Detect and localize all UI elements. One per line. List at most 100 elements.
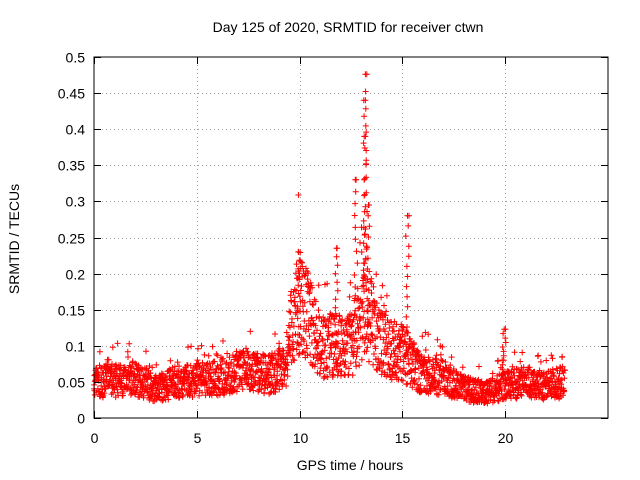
- data-point: [394, 359, 401, 366]
- data-point: [472, 384, 479, 391]
- data-point: [371, 310, 378, 317]
- data-point: [132, 360, 139, 367]
- data-point: [262, 381, 269, 388]
- data-point: [290, 345, 297, 352]
- data-point: [363, 189, 370, 196]
- data-point: [238, 381, 245, 388]
- data-point: [346, 317, 353, 324]
- data-point: [380, 359, 387, 366]
- data-point: [293, 346, 300, 353]
- data-point: [284, 366, 291, 373]
- data-point: [353, 337, 360, 344]
- data-point: [435, 391, 442, 398]
- data-point: [346, 365, 352, 372]
- data-point: [359, 304, 366, 311]
- data-point: [324, 336, 331, 343]
- data-point: [333, 330, 340, 337]
- data-point: [95, 371, 102, 378]
- data-point: [360, 140, 367, 147]
- data-point: [379, 282, 386, 289]
- data-point: [390, 337, 397, 344]
- data-point: [116, 365, 123, 372]
- y-axis-label: SRMTID / TECUs: [6, 184, 22, 294]
- data-point: [507, 375, 514, 382]
- data-point: [353, 363, 360, 370]
- data-point: [174, 359, 181, 366]
- data-point: [329, 374, 336, 380]
- data-point: [378, 310, 385, 316]
- data-point: [367, 323, 374, 329]
- data-point: [416, 375, 422, 382]
- data-point: [277, 364, 283, 371]
- data-point: [353, 353, 360, 360]
- data-point: [358, 300, 365, 306]
- data-point: [265, 378, 272, 385]
- data-point: [411, 341, 418, 348]
- data-point: [434, 336, 441, 343]
- data-point: [108, 391, 115, 398]
- data-point: [312, 298, 319, 305]
- data-point: [403, 341, 410, 348]
- data-point: [222, 360, 229, 367]
- data-point: [219, 380, 226, 387]
- y-tick-label: 0.4: [66, 122, 86, 138]
- data-point: [403, 313, 410, 320]
- data-point: [508, 395, 514, 402]
- data-point: [360, 314, 367, 321]
- y-tick-label: 0.5: [66, 50, 86, 66]
- data-point: [279, 381, 286, 388]
- data-point: [192, 388, 199, 395]
- x-tick-label: 15: [395, 430, 411, 446]
- data-point: [289, 315, 295, 322]
- data-point: [342, 346, 349, 353]
- data-point: [363, 246, 370, 253]
- data-point: [352, 200, 359, 207]
- data-point: [397, 356, 404, 363]
- data-point: [561, 388, 568, 394]
- data-point: [539, 389, 546, 396]
- data-point: [385, 331, 392, 338]
- data-point: [176, 363, 182, 370]
- data-point: [365, 212, 372, 219]
- data-point: [363, 147, 370, 154]
- data-point: [389, 368, 396, 375]
- data-point: [278, 350, 284, 357]
- data-point: [363, 161, 369, 168]
- data-point: [364, 255, 371, 262]
- data-point: [561, 367, 568, 374]
- data-point: [306, 289, 313, 296]
- data-point: [362, 97, 369, 104]
- data-point: [501, 326, 508, 333]
- data-point: [283, 383, 290, 389]
- data-point: [409, 384, 416, 391]
- data-point: [243, 364, 250, 371]
- data-point: [347, 360, 354, 367]
- data-point: [146, 363, 153, 369]
- data-point: [214, 352, 221, 359]
- data-point: [228, 377, 235, 384]
- y-tick-label: 0.15: [58, 303, 85, 319]
- data-point: [358, 356, 365, 363]
- data-point: [326, 354, 333, 361]
- data-point: [118, 383, 124, 390]
- plot-frame: [93, 56, 609, 419]
- data-point: [382, 328, 388, 335]
- data-point: [404, 349, 411, 356]
- data-point: [368, 280, 375, 287]
- data-point: [303, 265, 309, 272]
- data-point: [331, 316, 338, 323]
- data-point: [484, 400, 491, 407]
- data-point: [244, 348, 251, 355]
- data-point: [228, 359, 235, 366]
- data-point: [348, 322, 355, 329]
- x-tick-label: 10: [293, 430, 309, 446]
- data-point: [226, 365, 233, 372]
- data-point: [368, 331, 375, 338]
- data-point: [352, 284, 359, 290]
- data-point: [510, 370, 517, 376]
- data-point: [324, 280, 331, 287]
- data-point: [450, 366, 457, 372]
- data-point: [362, 88, 369, 95]
- data-point: [517, 358, 524, 365]
- data-point: [224, 350, 231, 357]
